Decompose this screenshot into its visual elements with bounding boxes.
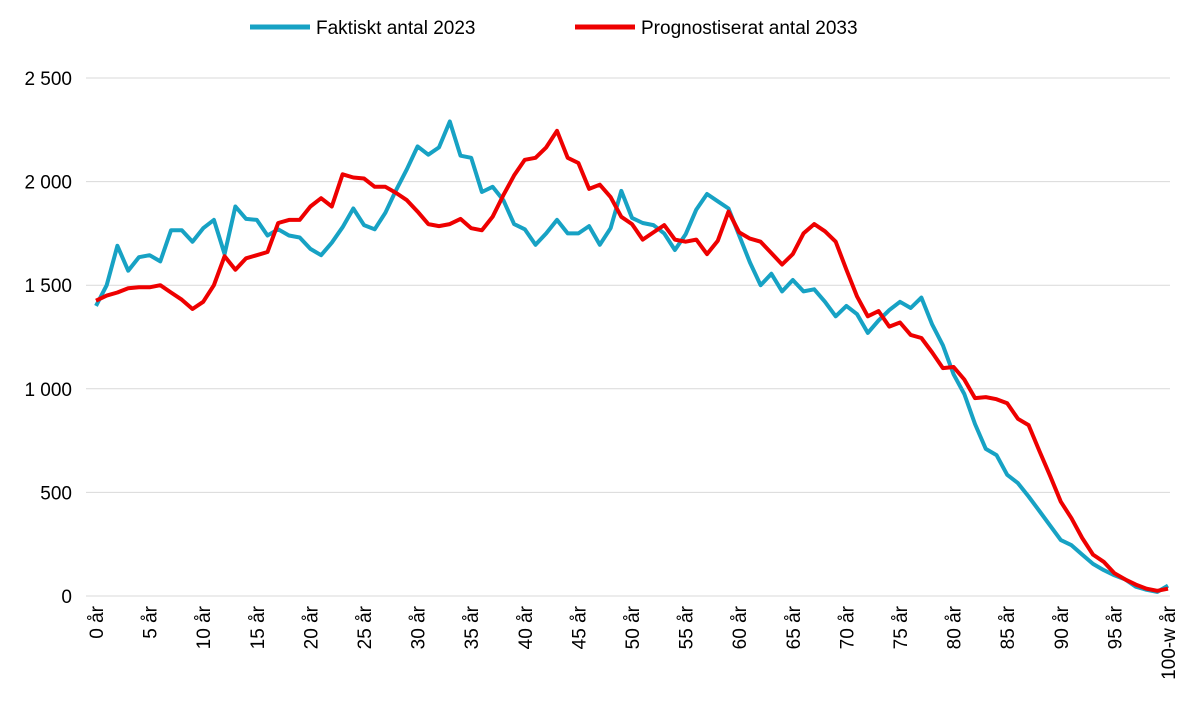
y-tick-label: 1 000 [24, 380, 72, 401]
x-tick-label: 60 år [730, 605, 751, 649]
x-tick-label: 25 år [355, 605, 376, 649]
x-tick-label: 95 år [1105, 605, 1126, 649]
legend-label: Prognostiserat antal 2033 [641, 18, 858, 39]
x-tick-label: 100-w år [1159, 605, 1180, 680]
y-tick-label: 2 000 [24, 173, 72, 194]
x-tick-label: 35 år [462, 605, 483, 649]
y-tick-label: 2 500 [24, 69, 72, 90]
legend-label: Faktiskt antal 2023 [316, 18, 475, 39]
x-tick-label: 30 år [409, 605, 430, 649]
x-tick-label: 10 år [194, 605, 215, 649]
x-tick-label: 45 år [569, 605, 590, 649]
x-tick-label: 0 år [87, 605, 108, 638]
x-tick-label: 85 år [998, 605, 1019, 649]
x-tick-label: 75 år [891, 605, 912, 649]
x-tick-label: 65 år [784, 605, 805, 649]
x-tick-label: 80 år [945, 605, 966, 649]
y-tick-label: 0 [61, 587, 72, 608]
x-tick-label: 20 år [301, 605, 322, 649]
x-tick-label: 40 år [516, 605, 537, 649]
y-tick-label: 500 [40, 483, 72, 504]
series-line [94, 119, 1170, 594]
x-tick-label: 5 år [141, 605, 162, 638]
x-tick-label: 15 år [248, 605, 269, 649]
x-tick-label: 70 år [837, 605, 858, 649]
x-tick-label: 90 år [1052, 605, 1073, 649]
series-line [95, 128, 1169, 593]
x-tick-label: 50 år [623, 605, 644, 649]
x-tick-label: 55 år [677, 605, 698, 649]
y-tick-label: 1 500 [24, 276, 72, 297]
